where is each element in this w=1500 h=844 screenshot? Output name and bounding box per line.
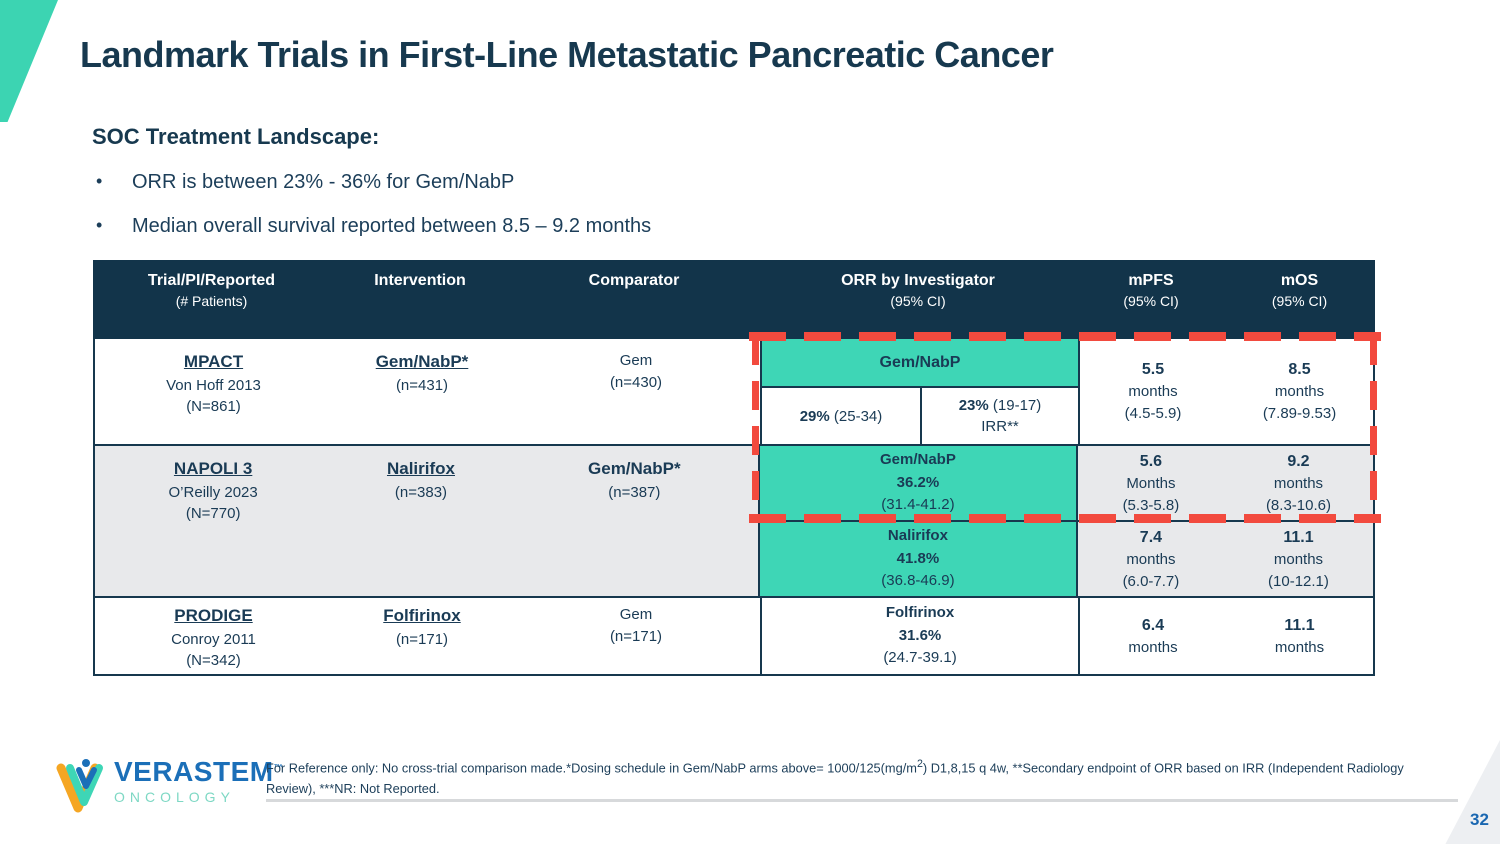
- table-body: MPACT Von Hoff 2013 (N=861) Gem/NabP* (n…: [93, 339, 1375, 676]
- mpact-orr-investigator: 29% (25-34): [799, 407, 883, 425]
- mpact-orr-values: 29% (25-34) 23% (19-17) IRR**: [762, 388, 1078, 444]
- corner-accent-wedge: [0, 0, 58, 122]
- napoli-nalirifox-mos-cell: 11.1 months (10-12.1): [1223, 522, 1373, 596]
- napoli-gemnabp-mpfs-cell: 5.6 Months (5.3-5.8): [1077, 446, 1224, 520]
- napoli-gemnabp-orr-cell: Gem/NabP 36.2% (31.4-41.2): [757, 446, 1078, 520]
- table-row-napoli3: NAPOLI 3 O’Reilly 2023 (N=770) Nalirifox…: [95, 446, 1373, 598]
- intro-section: SOC Treatment Landscape: ORR is between …: [92, 124, 651, 238]
- napoli-nalirifox-mpfs-cell: 7.4 months (6.0-7.7): [1077, 522, 1224, 596]
- mpact-orr-irr: 23% (19-17) IRR**: [920, 388, 1078, 444]
- page-title: Landmark Trials in First-Line Metastatic…: [80, 34, 1054, 75]
- prodige-mpfs-cell: 6.4 months: [1128, 616, 1178, 656]
- prodige-trial-cell: PRODIGE Conroy 2011 (N=342): [171, 606, 256, 670]
- logo-wordmark: VERASTEM™: [114, 756, 284, 787]
- logo-subtitle: ONCOLOGY: [114, 789, 235, 805]
- footer-divider: [266, 799, 1458, 802]
- mpact-mos-cell: 8.5 months (7.89-9.53): [1262, 361, 1337, 423]
- intro-heading: SOC Treatment Landscape:: [92, 124, 380, 149]
- red-dashed-highlight-left: [752, 336, 759, 518]
- napoli-arm-gemnabp: Gem/NabP 36.2% (31.4-41.2) 5.6 Months (5…: [757, 446, 1373, 520]
- mpact-mpfs-cell: 5.5 months (4.5-5.9): [1124, 361, 1182, 423]
- col-header-intervention: Intervention: [374, 272, 466, 289]
- bullet-text: ORR is between 23% - 36% for Gem/NabP: [132, 171, 515, 193]
- trials-table: Trial/PI/Reported (# Patients) Intervent…: [93, 260, 1375, 676]
- napoli-intervention-cell: Nalirifox (n=383): [331, 446, 511, 596]
- red-dashed-highlight-bottom: [749, 514, 1381, 523]
- red-dashed-highlight-right: [1370, 336, 1377, 518]
- page-number: 32: [1470, 810, 1489, 829]
- table-header-row: Trial/PI/Reported (# Patients) Intervent…: [93, 260, 1375, 339]
- napoli-comparator-cell: Gem/NabP* (n=387): [510, 446, 758, 596]
- mpact-comparator-cell: Gem (n=430): [609, 352, 663, 391]
- reference-footnote: For Reference only: No cross-trial compa…: [266, 758, 1404, 796]
- red-dashed-highlight-top: [749, 332, 1381, 341]
- napoli-results-block: Gem/NabP 36.2% (31.4-41.2) 5.6 Months (5…: [757, 446, 1373, 596]
- col-header-trial: Trial/PI/Reported (# Patients): [147, 272, 276, 309]
- col-header-mpfs: mPFS (95% CI): [1123, 272, 1179, 309]
- col-header-mos: mOS (95% CI): [1271, 272, 1328, 309]
- table-row-prodige: PRODIGE Conroy 2011 (N=342) Folfirinox (…: [95, 598, 1373, 676]
- napoli-nalirifox-orr-cell: Nalirifox 41.8% (36.8-46.9): [757, 522, 1078, 596]
- mpact-trial-cell: MPACT Von Hoff 2013 (N=861): [166, 352, 261, 416]
- prodige-mos-cell: 11.1 months: [1274, 616, 1325, 656]
- napoli-trial-cell: NAPOLI 3 O’Reilly 2023 (N=770): [95, 446, 332, 596]
- prodige-intervention-cell: Folfirinox (n=171): [383, 606, 461, 648]
- mpact-orr-arm-label: Gem/NabP: [762, 339, 1078, 388]
- prodige-orr-cell: Folfirinox 31.6% (24.7-39.1): [760, 598, 1080, 674]
- table-row-mpact: MPACT Von Hoff 2013 (N=861) Gem/NabP* (n…: [95, 339, 1373, 446]
- bottom-right-accent-band: [1445, 740, 1500, 844]
- col-header-orr: ORR by Investigator (95% CI): [841, 272, 995, 309]
- prodige-comparator-cell: Gem (n=171): [609, 606, 663, 645]
- superscript: 2: [916, 758, 923, 770]
- verastem-logo: VERASTEM™ ONCOLOGY: [56, 758, 283, 819]
- napoli-arm-nalirifox: Nalirifox 41.8% (36.8-46.9) 7.4 months (…: [757, 520, 1373, 596]
- bullet-item: ORR is between 23% - 36% for Gem/NabP: [92, 171, 651, 194]
- mpact-intervention-cell: Gem/NabP* (n=431): [375, 352, 469, 394]
- mpact-orr-cell: Gem/NabP 29% (25-34) 23% (19-17) IRR**: [760, 339, 1080, 444]
- col-header-comparator: Comparator: [588, 272, 680, 289]
- bullet-text: Median overall survival reported between…: [132, 215, 652, 237]
- napoli-gemnabp-mos-cell: 9.2 months (8.3-10.6): [1223, 446, 1373, 520]
- bullet-item: Median overall survival reported between…: [92, 215, 651, 238]
- verastem-logo-icon: [56, 758, 106, 819]
